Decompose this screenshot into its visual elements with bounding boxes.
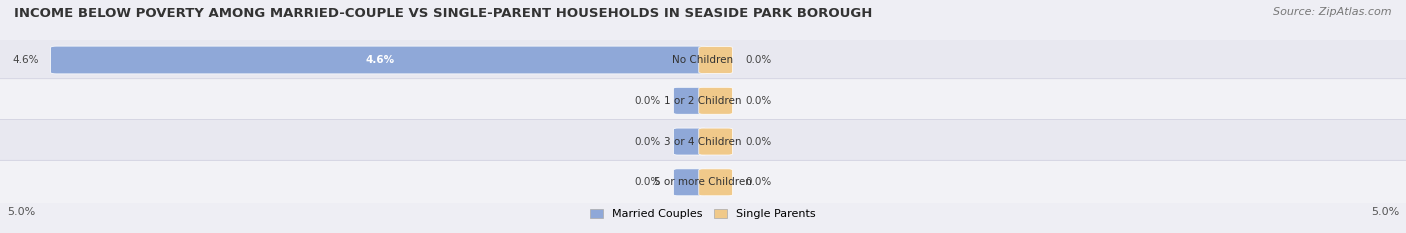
Text: No Children: No Children (672, 55, 734, 65)
Text: 0.0%: 0.0% (745, 177, 772, 187)
Text: 0.0%: 0.0% (745, 55, 772, 65)
Text: 4.6%: 4.6% (13, 55, 39, 65)
Text: 3 or 4 Children: 3 or 4 Children (664, 137, 742, 147)
FancyBboxPatch shape (0, 120, 1406, 164)
Text: 0.0%: 0.0% (634, 177, 661, 187)
FancyBboxPatch shape (0, 160, 1406, 204)
FancyBboxPatch shape (51, 46, 709, 74)
Text: 5.0%: 5.0% (1371, 207, 1399, 217)
Text: 0.0%: 0.0% (634, 137, 661, 147)
Text: 5.0%: 5.0% (7, 207, 35, 217)
Text: 0.0%: 0.0% (634, 96, 661, 106)
FancyBboxPatch shape (699, 47, 733, 73)
Text: Source: ZipAtlas.com: Source: ZipAtlas.com (1274, 7, 1392, 17)
FancyBboxPatch shape (699, 169, 733, 196)
Legend: Married Couples, Single Parents: Married Couples, Single Parents (586, 204, 820, 224)
FancyBboxPatch shape (0, 79, 1406, 123)
Text: 4.6%: 4.6% (366, 55, 394, 65)
FancyBboxPatch shape (673, 87, 707, 114)
Text: 0.0%: 0.0% (745, 96, 772, 106)
FancyBboxPatch shape (699, 87, 733, 114)
FancyBboxPatch shape (0, 38, 1406, 82)
FancyBboxPatch shape (673, 128, 707, 155)
FancyBboxPatch shape (699, 128, 733, 155)
FancyBboxPatch shape (673, 169, 707, 196)
Text: 0.0%: 0.0% (745, 137, 772, 147)
Text: INCOME BELOW POVERTY AMONG MARRIED-COUPLE VS SINGLE-PARENT HOUSEHOLDS IN SEASIDE: INCOME BELOW POVERTY AMONG MARRIED-COUPL… (14, 7, 873, 20)
Text: 1 or 2 Children: 1 or 2 Children (664, 96, 742, 106)
Text: 5 or more Children: 5 or more Children (654, 177, 752, 187)
